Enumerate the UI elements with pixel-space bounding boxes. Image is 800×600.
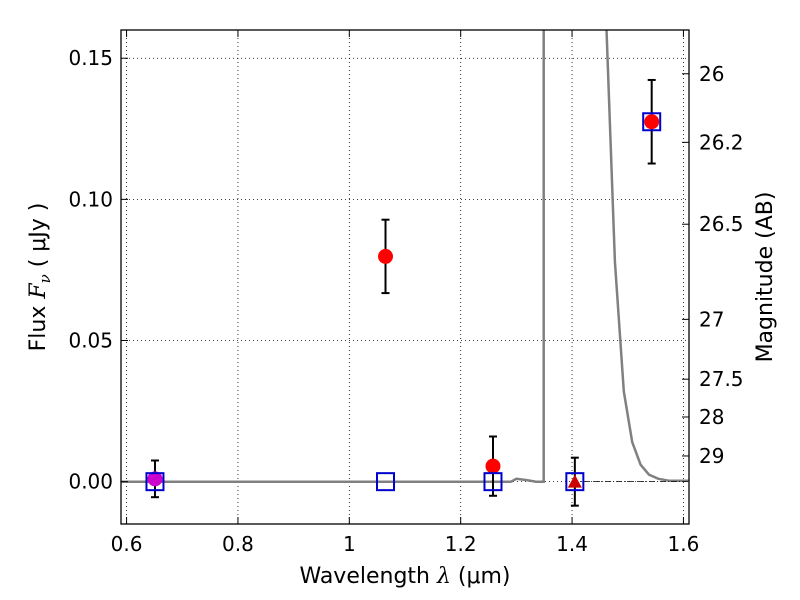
x-tick-label: 0.6 (111, 532, 143, 556)
mag-tick-label: 26.5 (699, 212, 744, 236)
y-tick-label: 0.10 (68, 187, 113, 211)
x-tick-label: 1.6 (668, 532, 700, 556)
mag-tick-label: 27 (699, 307, 724, 331)
y-tick-label: 0.00 (68, 470, 113, 494)
mag-tick-label: 26.2 (699, 130, 744, 154)
x-tick-label: 1.4 (556, 532, 588, 556)
ticks-layer: 0.6 0.8 1 1.2 1.4 1.6 0.00 0.05 0.10 0.15 26 26.2 26… (68, 30, 744, 556)
model-flux-point (642, 112, 662, 132)
mag-tick-label: 26 (699, 62, 724, 86)
observed-flux-point (378, 248, 394, 264)
model-flux-point (565, 472, 585, 492)
observed-flux-point (644, 114, 660, 130)
x-tick-label: 1.2 (445, 532, 477, 556)
mag-tick-label: 28 (699, 405, 724, 429)
y-tick-label: 0.15 (68, 46, 113, 70)
x-tick-label: 0.8 (222, 532, 254, 556)
y2-axis-label: Magnitude (AB) (753, 192, 778, 363)
model-flux-point (483, 472, 503, 492)
upper-limit-point (567, 474, 582, 488)
mag-tick-label: 27.5 (699, 367, 744, 391)
curves-layer (121, 30, 689, 483)
x-axis-label: Wavelength λ (μm) (299, 564, 510, 589)
model-flux-point (145, 472, 165, 492)
plot-frame (120, 29, 690, 525)
plot-area (121, 30, 689, 524)
x-tick-label: 1 (343, 532, 356, 556)
model-flux-point (376, 472, 396, 492)
markers-layer (145, 78, 662, 507)
y-axis-label: Flux Fν ( μJy ) (26, 203, 54, 352)
model-spectrum-line (121, 30, 689, 483)
mag-tick-label: 29 (699, 444, 724, 468)
observed-flux-point (485, 458, 501, 474)
observed-flux-point (147, 471, 163, 487)
y-tick-label: 0.05 (68, 329, 113, 353)
